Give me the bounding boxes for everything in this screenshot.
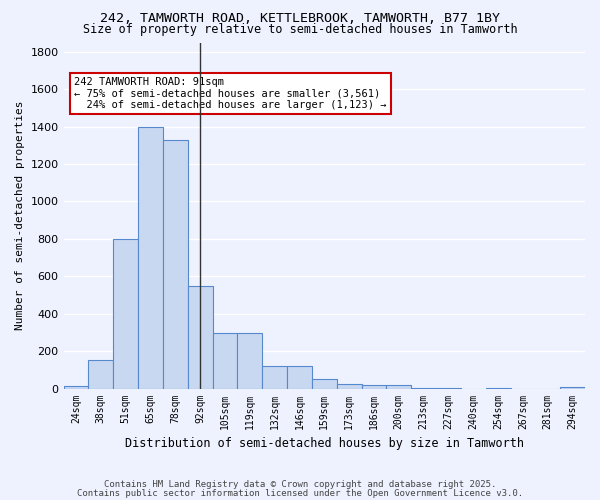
Bar xyxy=(337,384,362,388)
Bar xyxy=(560,386,585,388)
Bar xyxy=(287,366,312,388)
Bar xyxy=(386,385,411,388)
Bar xyxy=(238,334,262,388)
Text: Contains public sector information licensed under the Open Government Licence v3: Contains public sector information licen… xyxy=(77,488,523,498)
Text: 242, TAMWORTH ROAD, KETTLEBROOK, TAMWORTH, B77 1BY: 242, TAMWORTH ROAD, KETTLEBROOK, TAMWORT… xyxy=(100,12,500,26)
Text: Size of property relative to semi-detached houses in Tamworth: Size of property relative to semi-detach… xyxy=(83,22,517,36)
Bar xyxy=(312,379,337,388)
Bar xyxy=(64,386,88,388)
Bar xyxy=(113,239,138,388)
Text: 242 TAMWORTH ROAD: 91sqm
← 75% of semi-detached houses are smaller (3,561)
  24%: 242 TAMWORTH ROAD: 91sqm ← 75% of semi-d… xyxy=(74,77,386,110)
Text: Contains HM Land Registry data © Crown copyright and database right 2025.: Contains HM Land Registry data © Crown c… xyxy=(104,480,496,489)
X-axis label: Distribution of semi-detached houses by size in Tamworth: Distribution of semi-detached houses by … xyxy=(125,437,524,450)
Bar xyxy=(88,360,113,388)
Bar xyxy=(362,385,386,388)
Bar xyxy=(163,140,188,388)
Bar xyxy=(188,286,212,389)
Bar xyxy=(262,366,287,388)
Bar xyxy=(212,334,238,388)
Bar xyxy=(138,126,163,388)
Y-axis label: Number of semi-detached properties: Number of semi-detached properties xyxy=(15,101,25,330)
